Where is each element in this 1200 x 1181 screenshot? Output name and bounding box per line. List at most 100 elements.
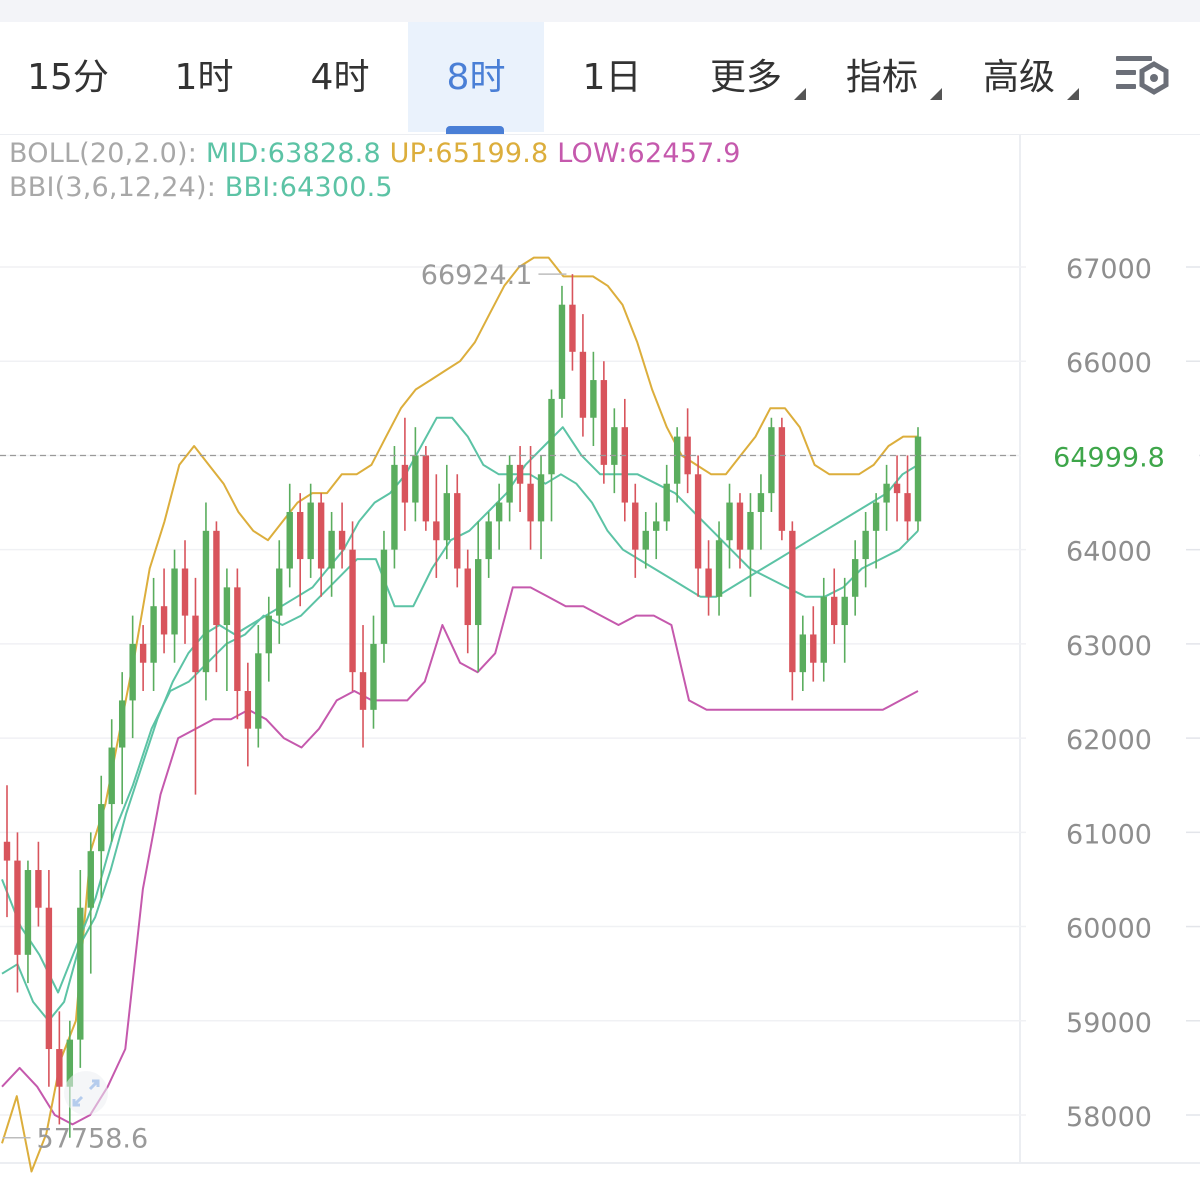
y-tick-label: 67000	[1066, 254, 1152, 285]
y-tick-label: 61000	[1066, 819, 1152, 850]
boll-mid-value: MID:63828.8	[205, 138, 381, 169]
candle-body	[820, 596, 827, 663]
candle-body	[569, 304, 576, 352]
candle-body	[118, 700, 126, 748]
y-tick-label: 66000	[1066, 348, 1152, 379]
candle-body	[694, 474, 702, 569]
candle-body	[831, 596, 838, 626]
candle-body	[129, 643, 136, 701]
candle-body	[181, 568, 189, 616]
boll-upper-band-line	[1, 256, 918, 1173]
candle-body	[621, 427, 629, 503]
candlestick-chart[interactable]: 67000 66000 64000 63000 62000 61000 60000 59000…	[0, 134, 1200, 1181]
dropdown-more-caret-icon	[794, 88, 806, 100]
bbi-indicator-readout: BBI(3,6,12,24): BBI:64300.5	[9, 172, 393, 203]
candle-body	[171, 568, 178, 635]
candle-body	[600, 380, 608, 465]
candle-body	[391, 464, 398, 550]
dropdown-indicators-label: 指标	[846, 57, 919, 98]
candle-body	[77, 907, 84, 1040]
boll-low-value: LOW:62457.9	[557, 138, 741, 169]
candle-body	[160, 606, 168, 635]
y-tick-label: 63000	[1066, 631, 1152, 662]
tab-1h[interactable]: 1时	[174, 57, 234, 98]
tab-4h[interactable]: 4时	[310, 57, 370, 98]
dropdown-more-label: 更多	[710, 57, 783, 98]
candle-body	[810, 634, 817, 663]
dropdown-indicators-caret-icon	[930, 88, 942, 100]
candle-body	[705, 568, 712, 597]
candle-body	[590, 380, 597, 418]
candle-body	[3, 841, 11, 861]
candle-body	[108, 747, 115, 805]
candle-body	[45, 907, 53, 1050]
candle-body	[296, 511, 304, 560]
candle-body	[537, 474, 545, 522]
candle-body	[726, 502, 733, 541]
last-price-label: 64999.8	[1053, 442, 1165, 473]
candle-body	[139, 643, 147, 663]
candle-body	[475, 559, 482, 626]
candle-body	[35, 870, 42, 908]
candle-body	[412, 455, 419, 503]
tab-15min[interactable]: 15分	[27, 57, 109, 98]
candle-body	[611, 427, 618, 465]
candle-body	[286, 511, 293, 569]
dropdown-more[interactable]: 更多	[710, 22, 782, 132]
boll-name: BOLL(20,2.0):	[9, 138, 198, 169]
candle-body	[872, 502, 880, 531]
candle-body	[684, 436, 691, 475]
candle-body	[370, 643, 377, 710]
candle-body	[213, 530, 220, 626]
candle-body	[841, 596, 848, 626]
y-tick-label: 59000	[1066, 1008, 1152, 1039]
candle-body	[359, 672, 367, 710]
candle-body	[914, 436, 922, 522]
candle-body	[789, 530, 796, 673]
candle-body	[307, 502, 314, 560]
candle-body	[401, 464, 409, 503]
candle-body	[443, 493, 450, 541]
candle-body	[736, 502, 744, 550]
bbi-value: BBI:64300.5	[224, 172, 393, 203]
tab-1d[interactable]: 1日	[582, 57, 642, 98]
boll-indicator-readout: BOLL(20,2.0): MID:63828.8 UP:65199.8 LOW…	[9, 138, 741, 169]
candle-body	[380, 549, 388, 644]
candle-body	[202, 530, 210, 673]
candle-body	[14, 860, 21, 955]
max-price-label: 66924.1	[421, 260, 533, 291]
timeframe-tab-bar: 15分 1时 4时 8时 1日 更多 指标 高级	[0, 22, 1200, 135]
dropdown-advanced[interactable]: 高级	[983, 22, 1055, 132]
candle-body	[506, 464, 513, 503]
chart-settings-icon[interactable]	[1114, 50, 1174, 102]
candle-body	[778, 427, 786, 531]
candle-body	[349, 549, 356, 673]
tab-8h[interactable]: 8时	[408, 22, 544, 132]
candle-body	[485, 521, 492, 560]
candle-body	[66, 1039, 74, 1087]
candle-body	[757, 493, 765, 512]
candle-body	[893, 483, 901, 494]
candle-body	[234, 587, 241, 691]
candle-body	[454, 493, 461, 569]
candle-body	[663, 483, 670, 522]
expand-chart-icon[interactable]	[64, 1071, 108, 1115]
dropdown-indicators[interactable]: 指标	[846, 22, 918, 132]
candle-body	[632, 502, 639, 550]
candle-body	[265, 615, 272, 654]
candle-body	[673, 436, 681, 484]
candle-body	[255, 653, 262, 729]
candle-body	[464, 568, 471, 626]
dropdown-advanced-caret-icon	[1067, 88, 1079, 100]
candle-body	[150, 606, 157, 663]
y-tick-label: 58000	[1066, 1102, 1152, 1133]
candle-body	[747, 511, 754, 550]
min-price-label: 57758.6	[37, 1124, 149, 1155]
candle-body	[338, 530, 346, 550]
candle-body	[87, 851, 94, 908]
candle-body	[495, 502, 503, 522]
candle-body	[56, 1049, 63, 1087]
bbi-name: BBI(3,6,12,24):	[9, 172, 216, 203]
candle-body	[579, 351, 587, 418]
candle-body	[799, 634, 807, 673]
